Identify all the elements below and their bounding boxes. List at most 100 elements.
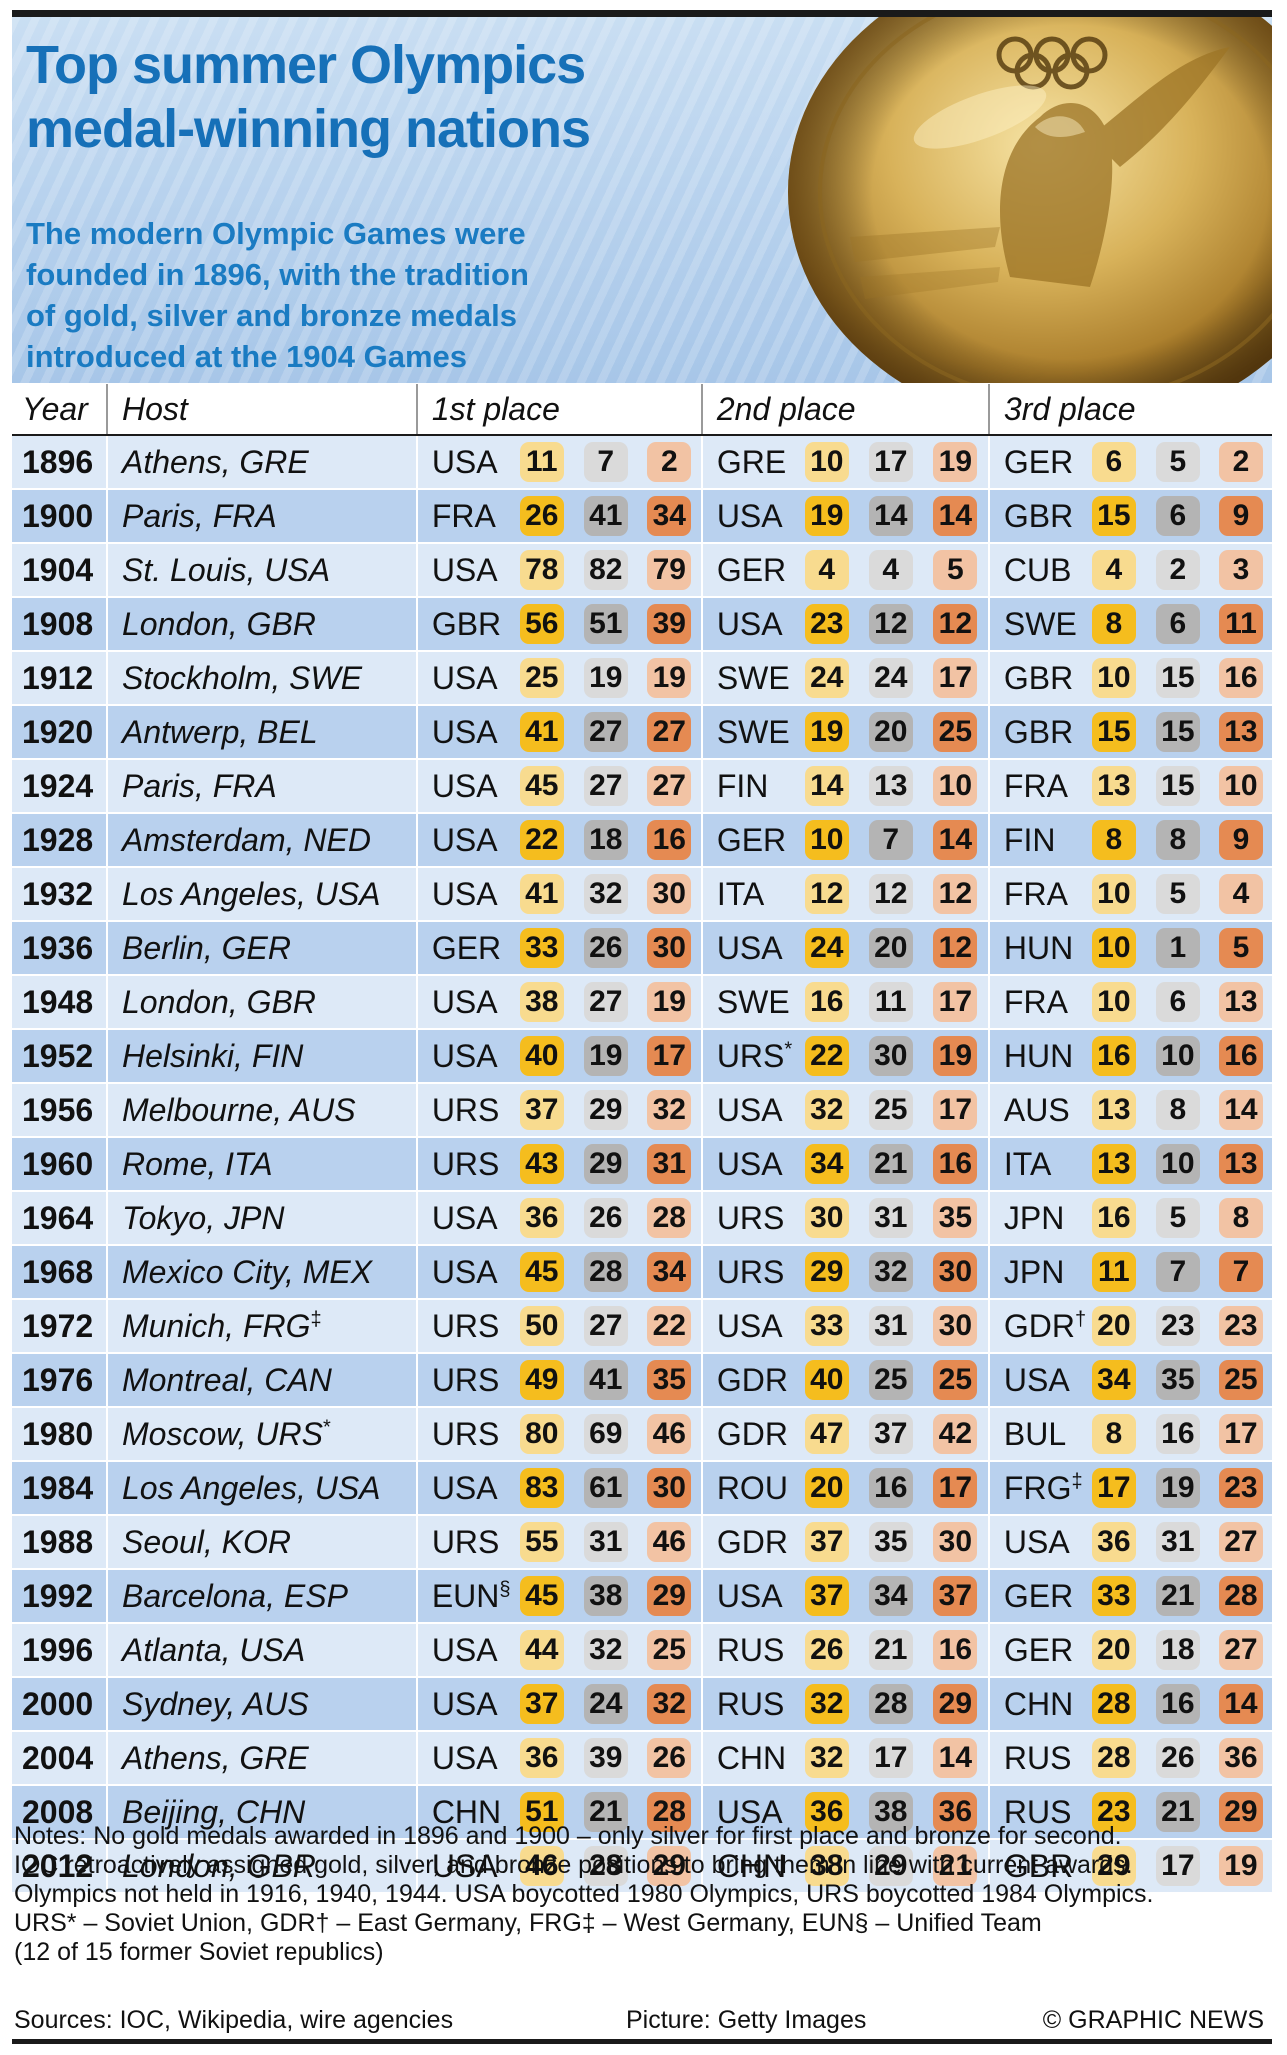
gold-medal-count: 19 [804,712,849,752]
place-2-nation-cell: FIN [701,759,795,813]
place-3-nation-cell: FIN [988,813,1082,867]
gold-medal-count: 17 [1091,1468,1136,1508]
silver-medal-count: 14 [868,496,913,536]
note-line-4: URS* – Soviet Union, GDR† – East Germany… [14,1909,1042,1937]
nation-code: GER [716,551,787,588]
nation-code: USA [431,443,498,480]
nation-code: RUS [1003,1739,1072,1776]
place-2-silver-cell: 35 [858,1515,923,1569]
place-1-gold-cell: 80 [509,1407,574,1461]
place-2-bronze-cell: 5 [922,543,990,597]
place-3-silver-cell: 6 [1145,489,1210,543]
nation-code: RUS [1003,1793,1072,1830]
nation-code: USA [431,1847,498,1884]
host-cell: Athens, GRE [107,435,418,489]
place-1-nation-cell: USA [416,651,510,705]
bronze-medal-count: 16 [1218,658,1263,698]
silver-medal-count: 21 [583,1792,628,1832]
place-3-nation-cell: RUS [988,1731,1082,1785]
place-3-bronze-cell: 10 [1209,759,1272,813]
bronze-medal-count: 36 [933,1792,978,1832]
place-2-nation-cell: USA [701,489,795,543]
place-3-bronze-cell: 16 [1209,651,1272,705]
host-cell: Sydney, AUS [107,1677,418,1731]
gold-medal-count: 22 [519,820,564,860]
table-row: 1996 Atlanta, USA USA 44 32 25 RUS 26 21 16 GER 20 1… [12,1623,1272,1677]
host-name: Melbourne, AUS [122,1091,356,1128]
place-2-nation-cell: CHN [701,1731,795,1785]
place-3-gold-cell: 16 [1081,1029,1146,1083]
nation-footnote-mark: ‡ [1071,1469,1083,1492]
silver-medal-count: 7 [1155,1252,1200,1292]
nation-code: USA [431,1037,498,1074]
silver-medal-count: 26 [583,928,628,968]
silver-medal-count: 6 [1155,982,1200,1022]
notes: Notes: No gold medals awarded in 1896 an… [14,1822,1264,1967]
nation-code: GER [431,929,502,966]
host-cell: Munich, FRG‡ [107,1299,418,1353]
place-1-gold-cell: 45 [509,1245,574,1299]
nation-code: USA [716,1577,783,1614]
place-3-nation-cell: FRA [988,867,1082,921]
col-header-3rd: 3rd place [988,384,1272,436]
silver-medal-count: 13 [868,766,913,806]
table-row: 1964 Tokyo, JPN USA 36 26 28 URS 30 31 35 JPN 16 5 8 [12,1191,1272,1245]
bronze-medal-count: 13 [1218,982,1263,1022]
table-row: 1904 St. Louis, USA USA 78 82 79 GER 4 4 5 CUB 4 2 3 [12,543,1272,597]
place-3-nation-cell: SWE [988,597,1082,651]
gold-medal-count: 6 [1091,442,1136,482]
place-2-bronze-cell: 21 [922,1839,990,1893]
nation-code: USA [716,605,783,642]
place-3-bronze-cell: 25 [1209,1353,1272,1407]
place-1-bronze-cell: 26 [637,1731,703,1785]
chart-subtitle: The modern Olympic Games were founded in… [26,213,529,377]
place-3-bronze-cell: 36 [1209,1731,1272,1785]
place-3-silver-cell: 21 [1145,1785,1210,1839]
place-3-bronze-cell: 14 [1209,1677,1272,1731]
place-1-gold-cell: 83 [509,1461,574,1515]
place-2-gold-cell: 38 [794,1839,859,1893]
place-2-nation-cell: SWE [701,651,795,705]
place-1-gold-cell: 46 [509,1839,574,1893]
bronze-medal-count: 29 [647,1846,692,1886]
silver-medal-count: 32 [583,874,628,914]
bronze-medal-count: 14 [1218,1684,1263,1724]
place-1-gold-cell: 78 [509,543,574,597]
bronze-medal-count: 42 [933,1414,978,1454]
gold-medal-count: 45 [519,1576,564,1616]
silver-medal-count: 4 [868,550,913,590]
host-cell: Rome, ITA [107,1137,418,1191]
place-2-bronze-cell: 17 [922,1461,990,1515]
place-1-nation-cell: GER [416,921,510,975]
bronze-medal-count: 16 [647,820,692,860]
gold-medal-count: 13 [1091,1144,1136,1184]
host-name: Seoul, KOR [122,1523,291,1560]
place-1-silver-cell: 7 [573,435,638,489]
silver-medal-count: 12 [868,874,913,914]
bronze-medal-count: 2 [1218,442,1263,482]
silver-medal-count: 31 [868,1198,913,1238]
place-1-gold-cell: 33 [509,921,574,975]
bronze-medal-count: 23 [1218,1468,1263,1508]
place-2-gold-cell: 22 [794,1029,859,1083]
silver-medal-count: 29 [583,1090,628,1130]
bronze-medal-count: 27 [1218,1630,1263,1670]
bottom-rule [12,2039,1272,2044]
place-2-bronze-cell: 14 [922,1731,990,1785]
nation-code: SWE [716,983,790,1020]
place-3-nation-cell: AUS [988,1083,1082,1137]
year-cell: 1920 [12,705,108,759]
place-3-bronze-cell: 8 [1209,1191,1272,1245]
place-2-bronze-cell: 16 [922,1137,990,1191]
bronze-medal-count: 10 [933,766,978,806]
gold-medal-count: 19 [804,496,849,536]
bronze-medal-count: 29 [1218,1792,1263,1832]
silver-medal-count: 25 [868,1090,913,1130]
nation-code: GER [716,821,787,858]
place-1-nation-cell: URS [416,1407,510,1461]
place-2-bronze-cell: 19 [922,435,990,489]
nation-code: GDR [716,1523,788,1560]
nation-code: CHN [716,1847,787,1884]
bronze-medal-count: 27 [1218,1522,1263,1562]
place-1-bronze-cell: 22 [637,1299,703,1353]
